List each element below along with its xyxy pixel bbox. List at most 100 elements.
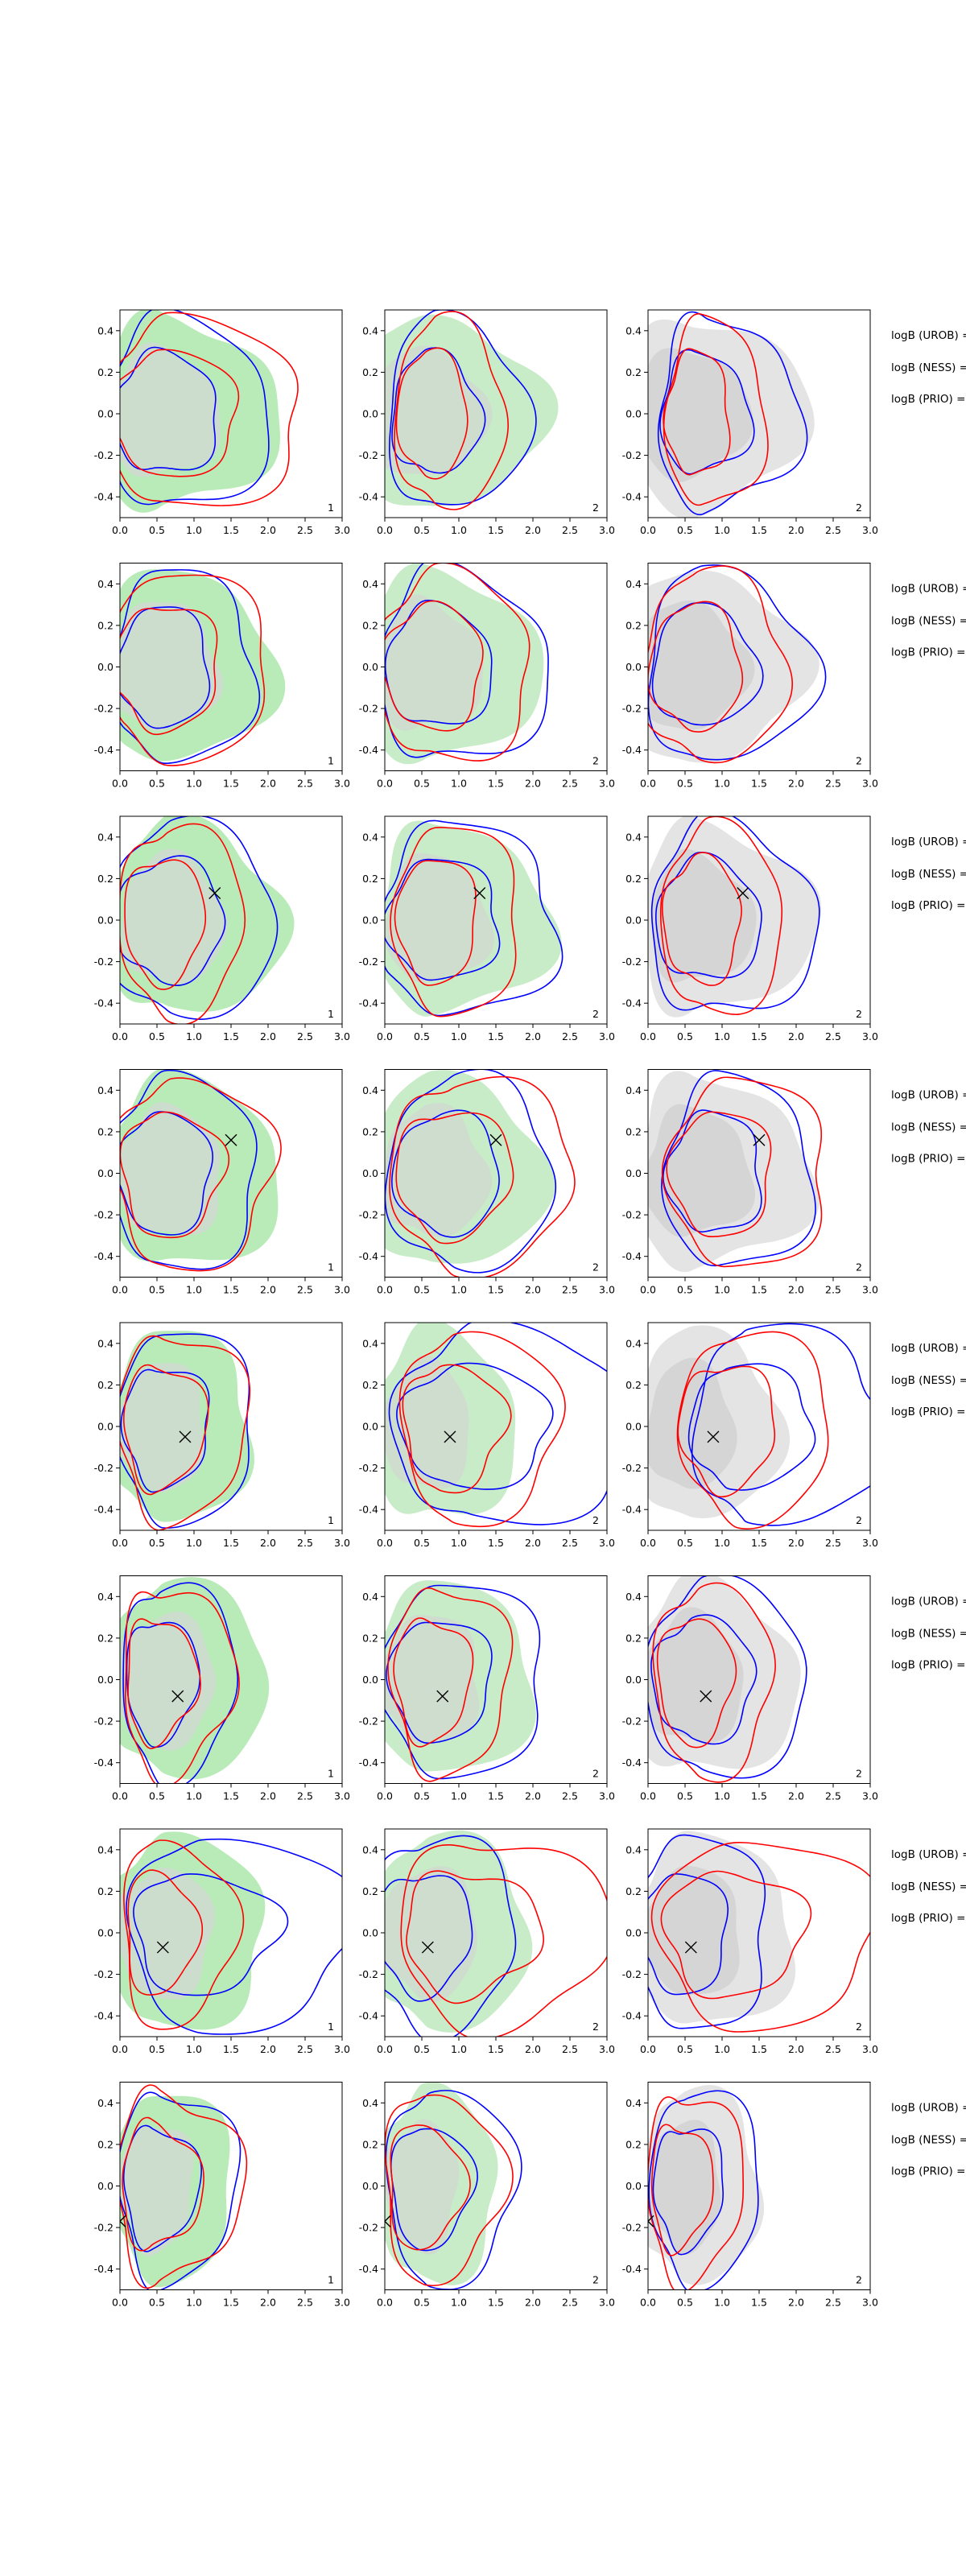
- x-tick-label: 0.0: [112, 778, 128, 790]
- red-contour-outer: [120, 2084, 248, 2289]
- y-tick-label: 0.4: [362, 1337, 378, 1349]
- x-tick-label: 1.5: [488, 2297, 504, 2309]
- blue-contour-outer: [120, 1333, 250, 1529]
- panel-plot-area: [120, 1577, 270, 1784]
- blue-contour-outer: [122, 1582, 239, 1784]
- y-tick-label: -0.2: [622, 1209, 642, 1221]
- red-contour-inner: [677, 1365, 776, 1498]
- row-annotation: logB (UROB) =: [891, 1848, 966, 1861]
- blue-contour-outer: [648, 1834, 766, 2029]
- x-tick-label: 2.0: [525, 1030, 541, 1042]
- red-contour-outer: [120, 823, 246, 1024]
- reference-density-inner: [120, 1363, 205, 1492]
- x-tick-label: 2.0: [260, 2043, 276, 2055]
- figure-row-3: 0.0 0.5 1.0 1.5 2.0 2.5 3.00.40.20.0-0.2-0.41 0…: [94, 815, 966, 1042]
- x-tick-label: 1.5: [488, 1030, 504, 1042]
- y-tick-label: -0.2: [622, 1968, 642, 1980]
- panel-index-label: 2: [592, 2274, 599, 2286]
- x-marker: [700, 1690, 712, 1703]
- x-tick-label: 0.0: [377, 1537, 393, 1549]
- y-tick-label: 0.2: [625, 873, 642, 885]
- x-tick-label: 2.0: [788, 1790, 804, 1802]
- red-contour-outer: [652, 1582, 776, 1783]
- panel-row3-col1: 0.0 0.5 1.0 1.5 2.0 2.5 3.0 0.4 0.2 0.0 -0.2 -0.4 1: [94, 815, 350, 1042]
- row-annotation: logB (PRIO) =: [891, 1406, 965, 1418]
- y-tick-label: -0.4: [359, 2263, 378, 2275]
- blue-contour-outer: [389, 310, 537, 506]
- x-tick-label: 1.5: [223, 1790, 239, 1802]
- y-tick-label: 0.0: [362, 2180, 378, 2192]
- panel-index-label: 1: [328, 1768, 334, 1780]
- y-tick-label: -0.4: [622, 1504, 642, 1516]
- x-tick-label: 3.0: [862, 1790, 878, 1802]
- red-contour-inner: [663, 348, 731, 476]
- y-tick-label: 0.4: [625, 2097, 642, 2109]
- x-tick-label: 0.5: [414, 1284, 430, 1296]
- y-tick-label: 0.2: [97, 2138, 114, 2150]
- x-tick-label: 1.5: [223, 1284, 239, 1296]
- red-contour-inner: [120, 1111, 230, 1239]
- y-tick-label: 0.2: [362, 1379, 378, 1391]
- red-contour-outer: [648, 2096, 745, 2290]
- y-tick-label: -0.2: [359, 2222, 378, 2234]
- x-tick-label: 0.5: [149, 778, 165, 790]
- y-tick-label: 0.0: [97, 1421, 114, 1433]
- y-tick-label: 0.4: [362, 831, 378, 843]
- x-tick-label: 1.5: [488, 1537, 504, 1549]
- reference-density-inner: [120, 342, 221, 477]
- x-tick-label: 0.0: [640, 1790, 656, 1802]
- panel-row4-col1: 0.0 0.5 1.0 1.5 2.0 2.5 3.0 0.4 0.2 0.0 -0.2 -0.4 1: [94, 1069, 350, 1296]
- y-tick-label: 0.4: [97, 2097, 114, 2109]
- x-marker: [648, 2215, 654, 2227]
- x-marker: [707, 1430, 720, 1443]
- x-tick-label: 0.5: [677, 1284, 693, 1296]
- reference-density-inner: [648, 600, 755, 730]
- x-tick-label: 2.5: [562, 1030, 578, 1042]
- x-tick-label: 0.0: [377, 524, 393, 536]
- blue-contour-outer: [126, 1838, 342, 2035]
- row-annotation: logB (PRIO) =: [891, 899, 965, 912]
- panel-plot-area: [120, 2084, 248, 2290]
- x-tick-label: 2.0: [525, 2297, 541, 2309]
- x-tick-label: 1.0: [451, 1790, 467, 1802]
- x-tick-label: 2.5: [562, 1790, 578, 1802]
- blue-contour-inner: [120, 1368, 210, 1493]
- x-tick-label: 2.0: [525, 1790, 541, 1802]
- x-tick-label: 2.5: [825, 1284, 841, 1296]
- x-tick-label: 1.0: [186, 524, 202, 536]
- y-tick-label: -0.4: [359, 491, 378, 503]
- panel-plot-area: [385, 819, 564, 1018]
- x-tick-label: 0.5: [149, 524, 165, 536]
- red-contour-outer: [400, 1843, 607, 2037]
- x-tick-label: 0.0: [112, 2043, 128, 2055]
- x-tick-label: 3.0: [862, 1030, 878, 1042]
- blue-contour-inner: [120, 1111, 214, 1236]
- blue-contour-outer: [385, 819, 564, 1017]
- x-tick-label: 0.5: [677, 2297, 693, 2309]
- x-tick-label: 2.0: [260, 1537, 276, 1549]
- red-contour-inner: [394, 860, 477, 986]
- x-tick-label: 1.0: [186, 1790, 202, 1802]
- x-tick-label: 1.5: [488, 778, 504, 790]
- blue-contour-outer: [385, 2090, 522, 2290]
- x-tick-label: 0.5: [414, 1537, 430, 1549]
- panel-index-label: 2: [592, 1768, 599, 1780]
- y-tick-label: 0.2: [97, 1125, 114, 1137]
- x-tick-label: 3.0: [862, 1284, 878, 1296]
- y-tick-label: 0.4: [625, 1337, 642, 1349]
- panel-plot-area: [120, 1069, 282, 1272]
- panel-plot-area: [648, 1323, 870, 1530]
- x-tick-label: 1.5: [488, 524, 504, 536]
- y-tick-label: 0.4: [625, 1591, 642, 1603]
- blue-contour-inner: [133, 1873, 289, 1996]
- y-tick-label: -0.4: [94, 491, 114, 503]
- x-tick-label: 0.5: [677, 2043, 693, 2055]
- x-tick-label: 1.0: [186, 2043, 202, 2055]
- row-annotation: logB (UROB) =: [891, 1089, 966, 1102]
- x-tick-label: 2.5: [297, 1790, 313, 1802]
- panel-index-label: 2: [592, 502, 599, 514]
- x-tick-label: 1.0: [451, 1537, 467, 1549]
- x-tick-label: 0.0: [640, 2043, 656, 2055]
- y-tick-label: 0.2: [625, 619, 642, 631]
